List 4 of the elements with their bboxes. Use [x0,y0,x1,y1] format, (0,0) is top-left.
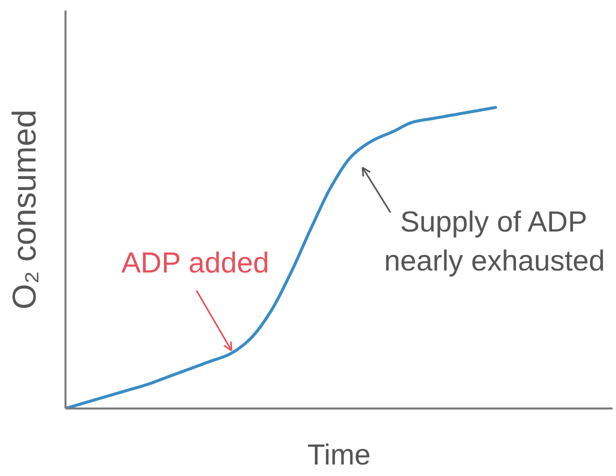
x-axis-title: Time [307,440,371,472]
annotation: ADP added [121,248,270,280]
y-axis-title: O₂ consumed [6,110,42,310]
annotation: Supply of ADP nearly exhausted [384,206,605,278]
